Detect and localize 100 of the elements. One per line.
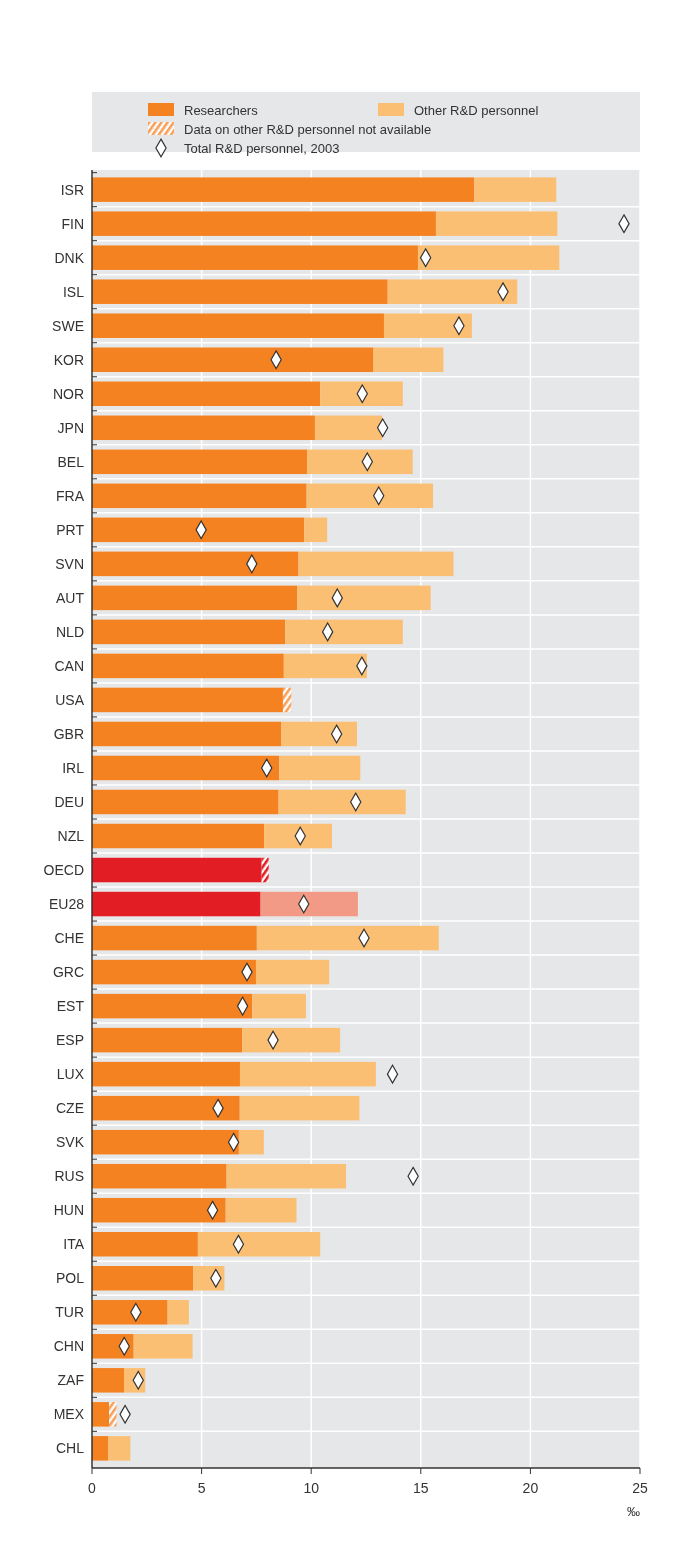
bar [92, 585, 298, 611]
bar [238, 1129, 264, 1155]
bar [92, 891, 261, 917]
bar [92, 1231, 198, 1257]
bar [92, 415, 315, 441]
bar [298, 551, 454, 577]
bar [197, 1231, 321, 1257]
bar [279, 755, 361, 781]
y-tick-label: MEX [53, 1406, 85, 1423]
y-tick-label: CHL [55, 1440, 85, 1457]
bar [92, 687, 283, 713]
bar [307, 449, 413, 475]
y-tick-label: DNK [54, 249, 85, 266]
bar [92, 755, 280, 781]
x-tick-label: 5 [197, 1480, 206, 1496]
bar [304, 517, 328, 543]
y-tick-label: CAN [54, 657, 84, 674]
bar [278, 789, 406, 815]
bar [92, 1095, 240, 1121]
bar [133, 1334, 193, 1359]
y-tick-label: ISR [60, 181, 84, 198]
y-tick-label: ZAF [57, 1372, 84, 1389]
y-tick-label: OECD [43, 862, 84, 879]
y-tick-label: NZL [57, 828, 85, 845]
bar [474, 177, 557, 202]
y-tick-label: EST [56, 998, 85, 1015]
y-tick-label: ITA [63, 1236, 85, 1253]
bar [285, 619, 403, 645]
y-tick-label: RUS [54, 1168, 84, 1185]
bar [92, 517, 305, 543]
bar [92, 619, 286, 645]
y-tick-label: CHE [54, 930, 84, 947]
bar [226, 1163, 347, 1189]
bar [260, 891, 358, 917]
bar [92, 313, 384, 338]
x-tick-label: 0 [88, 1480, 97, 1496]
y-tick-label: FRA [56, 487, 85, 504]
bar [297, 585, 431, 611]
y-tick-label: NOR [52, 385, 84, 402]
y-tick-label: AUT [56, 589, 85, 606]
bar [239, 1061, 376, 1087]
bar [92, 1129, 239, 1155]
y-tick-label: JPN [57, 419, 84, 436]
bar [92, 483, 307, 509]
x-tick-label: 15 [413, 1480, 429, 1496]
bar [108, 1436, 131, 1461]
bar [92, 211, 436, 236]
y-tick-label: ESP [55, 1032, 84, 1049]
x-tick-label: 25 [632, 1480, 648, 1496]
bar [252, 993, 306, 1019]
y-tick-label: EU28 [48, 896, 85, 913]
bar [256, 925, 439, 951]
bar [92, 1061, 240, 1087]
bar [314, 415, 382, 441]
bar [373, 347, 444, 372]
y-tick-label: HUN [53, 1202, 84, 1219]
y-tick-label: POL [55, 1270, 85, 1287]
bar [92, 959, 256, 985]
y-tick-label: SVK [55, 1134, 85, 1151]
bar [255, 959, 330, 985]
bar [92, 1266, 194, 1291]
bar [264, 823, 333, 849]
bar [417, 245, 560, 270]
bar [92, 449, 308, 475]
bar [387, 279, 518, 304]
legend-label: Total R&D personnel, 2003 [184, 141, 340, 156]
bar [239, 1095, 360, 1121]
bar [92, 177, 475, 202]
x-tick-label: 20 [522, 1480, 539, 1496]
bar [92, 347, 374, 372]
y-tick-label: SVN [55, 555, 84, 572]
y-tick-label: NLD [55, 623, 84, 640]
y-tick-label: CZE [56, 1100, 84, 1117]
bar [242, 1027, 341, 1053]
y-tick-label: CHN [53, 1338, 84, 1355]
bar [92, 381, 321, 407]
bar [92, 1300, 168, 1325]
bar [283, 653, 367, 679]
bar [92, 925, 257, 951]
y-tick-label: KOR [53, 351, 84, 368]
bar [167, 1300, 189, 1325]
y-tick-label: IRL [62, 759, 85, 776]
y-tick-label: GRC [52, 964, 84, 981]
legend-label: Other R&D personnel [414, 103, 539, 118]
bar [92, 857, 262, 883]
y-tick-label: BEL [57, 453, 85, 470]
bar [92, 993, 253, 1019]
bar [92, 721, 282, 747]
y-tick-label: GBR [53, 725, 84, 742]
bar [92, 823, 265, 849]
x-tick-label: 10 [303, 1480, 320, 1496]
bar [435, 211, 558, 236]
x-axis-title: ‰ [627, 1504, 640, 1519]
bar [92, 1368, 124, 1393]
legend-label: Researchers [184, 103, 259, 118]
y-tick-label: SWE [52, 317, 84, 334]
bar [320, 381, 403, 407]
y-tick-label: ISL [62, 283, 85, 300]
y-tick-label: PRT [56, 521, 85, 538]
bar [92, 789, 279, 815]
